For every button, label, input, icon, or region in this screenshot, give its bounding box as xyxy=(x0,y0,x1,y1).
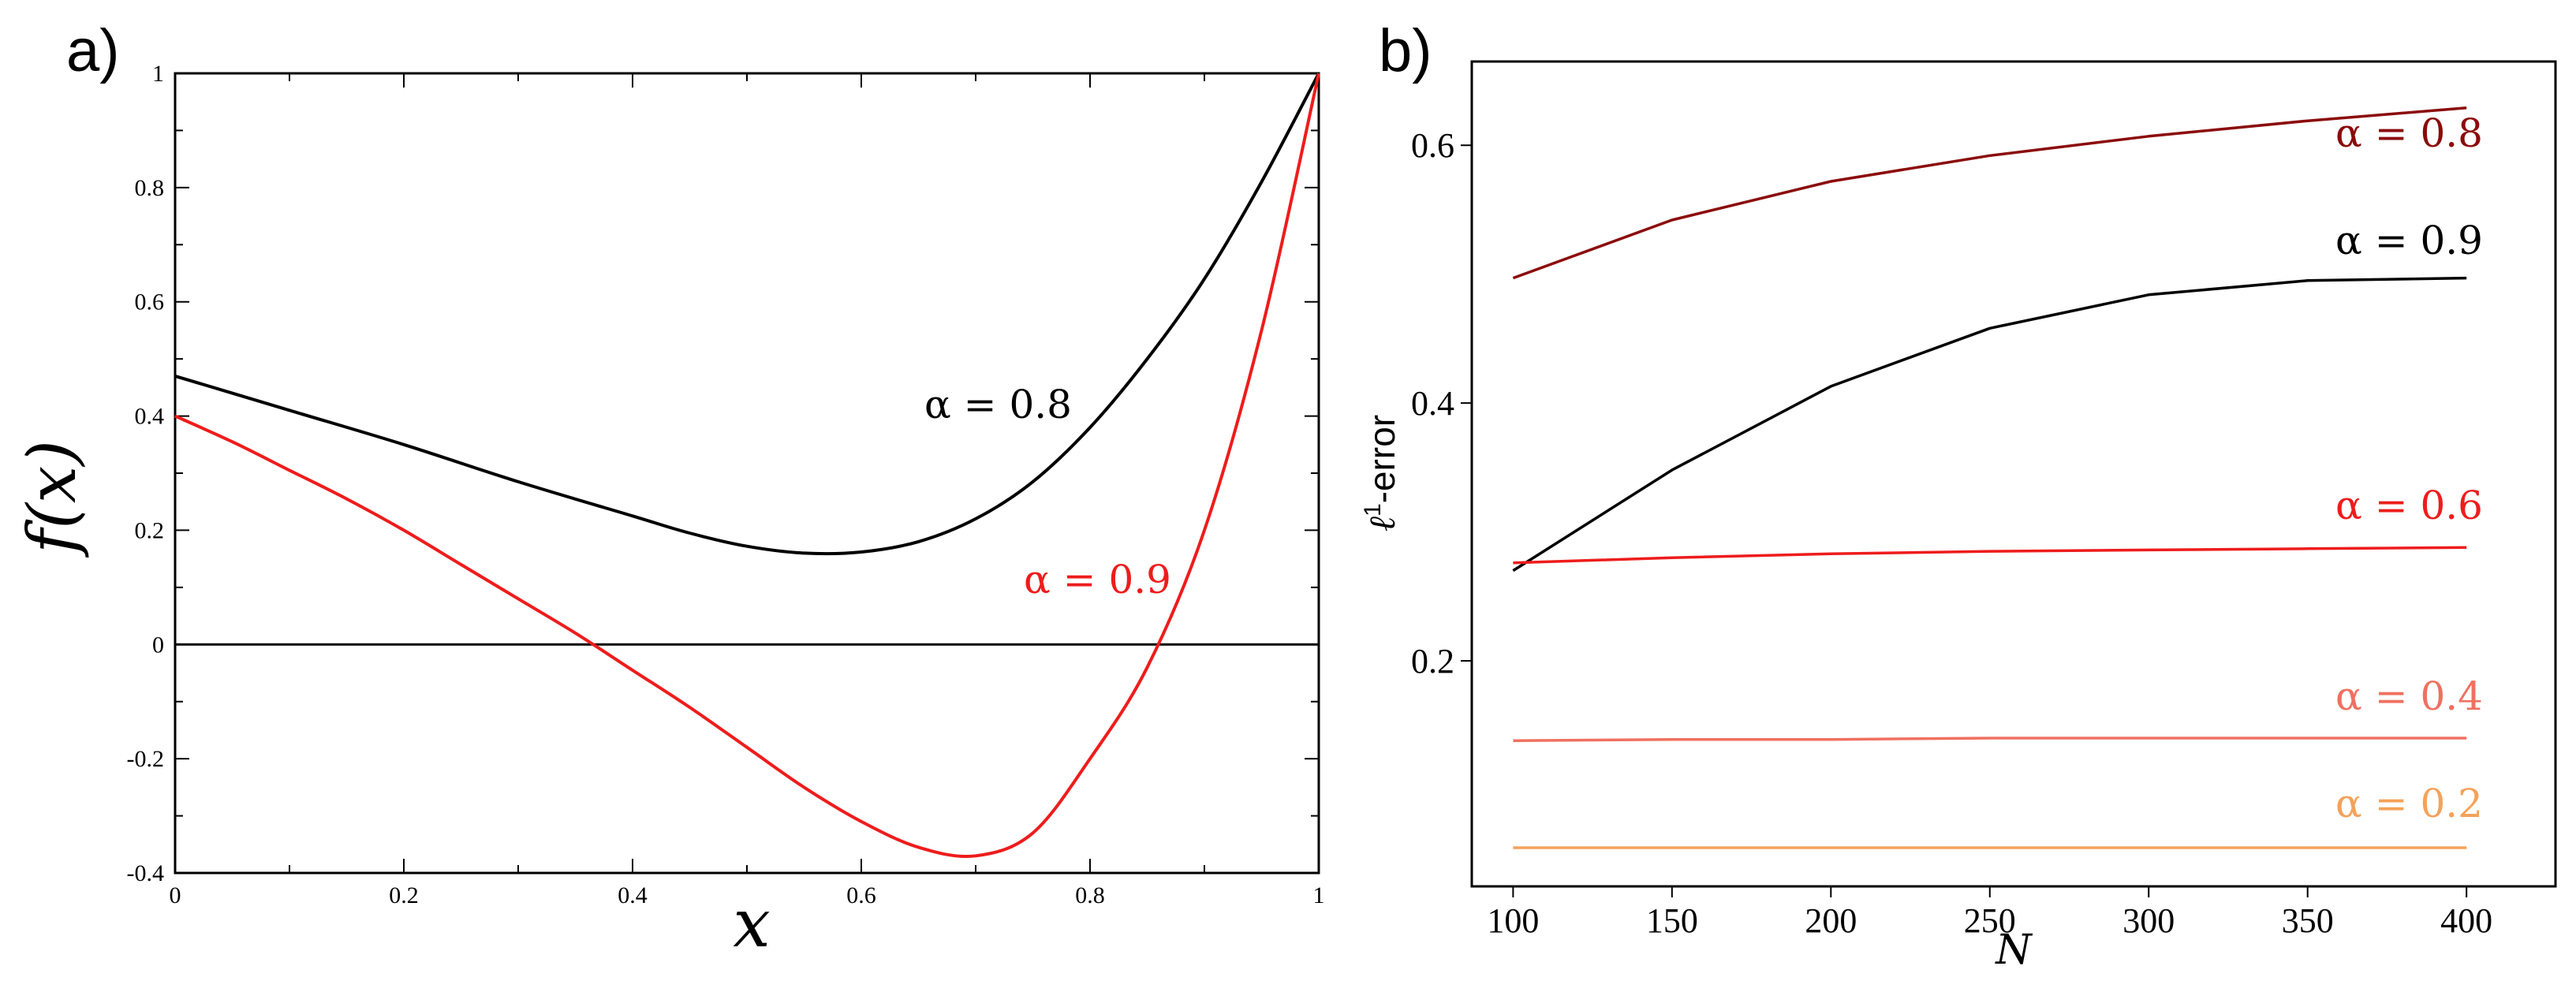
panel-b-x-tick-label: 100 xyxy=(1487,901,1539,940)
panel-b-label: b) xyxy=(1379,17,1432,84)
panel-a-y-tick-label: 0 xyxy=(152,632,164,658)
panel-b-series-line-1 xyxy=(1512,276,2467,573)
panel-a-y-tick-label: 0.2 xyxy=(135,517,165,543)
panel-a: a) 0 0.2 0.4 0.6 0.8 1-0.4-0.200.20.40.60.81 … xyxy=(13,17,1325,962)
panel-b-series-label-alpha-09: α = 0.9 xyxy=(2335,218,2483,263)
panel-a-series xyxy=(174,73,1320,858)
panel-a-label: a) xyxy=(66,17,120,84)
panel-b-series xyxy=(1512,106,2467,849)
panel-b-x-axis-label: N xyxy=(1994,927,2033,974)
panel-a-y-tick-label: 1 xyxy=(152,61,164,87)
panel-a-x-tick-label: 0.2 xyxy=(389,882,419,908)
panel-a-x-tick-label: 0.6 xyxy=(846,882,876,908)
panel-b-frame xyxy=(1470,60,2557,888)
panel-b-x-tick-label: 350 xyxy=(2282,901,2334,940)
panel-a-x-tick-label: 0 xyxy=(170,882,181,908)
panel-b-y-axis-label: ℓ1-error xyxy=(1360,415,1403,532)
panel-b-y-tick-label: 0.6 xyxy=(1411,126,1454,165)
panel-a-series-label-alpha-09: α = 0.9 xyxy=(1024,557,1171,602)
panel-a-series-line-1 xyxy=(174,73,1320,858)
panel-a-x-tick-label: 0.4 xyxy=(618,882,648,908)
panel-b-series-line-2 xyxy=(1513,546,2467,565)
panel-b-y-tick-label: 0.2 xyxy=(1411,642,1454,681)
panel-b-y-tick-label: 0.4 xyxy=(1411,384,1454,423)
panel-b-ticks: 100 150 200 250 300 350 400 0.2 0.4 0.6 xyxy=(1411,126,2492,940)
panel-a-frame xyxy=(174,72,1320,875)
panel-b-x-tick-label: 150 xyxy=(1646,901,1698,940)
panel-a-series-label-alpha-08: α = 0.8 xyxy=(924,382,1072,427)
panel-a-y-tick-label: 0.4 xyxy=(135,404,165,430)
panel-b-series-line-3 xyxy=(1513,737,2467,743)
panel-b-x-tick-label: 250 xyxy=(1964,901,2016,940)
panel-a-y-tick-label: -0.2 xyxy=(127,746,165,772)
panel-a-y-tick-label: -0.4 xyxy=(127,860,165,886)
panel-a-y-tick-label: 0.8 xyxy=(135,175,165,201)
panel-a-series-line-0 xyxy=(174,73,1320,556)
panel-b: b) 100 150 200 250 300 350 400 0.2 0.4 0.6 N ℓ1-e… xyxy=(1360,17,2557,974)
panel-b-x-tick-label: 300 xyxy=(2122,901,2175,940)
panel-b-series-label-alpha-08: α = 0.8 xyxy=(2335,110,2483,156)
panel-a-x-axis-label: x xyxy=(733,885,770,962)
panel-b-series-label-alpha-06: α = 0.6 xyxy=(2335,483,2483,528)
panel-b-series-label-alpha-02: α = 0.2 xyxy=(2335,781,2483,826)
panel-a-ticks: 0 0.2 0.4 0.6 0.8 1 -0.4 -0.2 0 0.2 0.4 0.6 0.8 1 xyxy=(127,61,1325,908)
panel-b-x-tick-label: 200 xyxy=(1805,901,1857,940)
panel-a-x-tick-label: 1 xyxy=(1313,882,1325,908)
panel-a-x-tick-label: 0.8 xyxy=(1075,882,1105,908)
panel-b-series-line-0 xyxy=(1512,106,2467,280)
panel-b-series-label-alpha-04: α = 0.4 xyxy=(2335,673,2483,719)
panel-a-y-tick-label: 0.6 xyxy=(135,289,165,315)
panel-a-y-axis-label: f(x) xyxy=(13,440,91,558)
panel-b-x-tick-label: 400 xyxy=(2440,901,2492,940)
